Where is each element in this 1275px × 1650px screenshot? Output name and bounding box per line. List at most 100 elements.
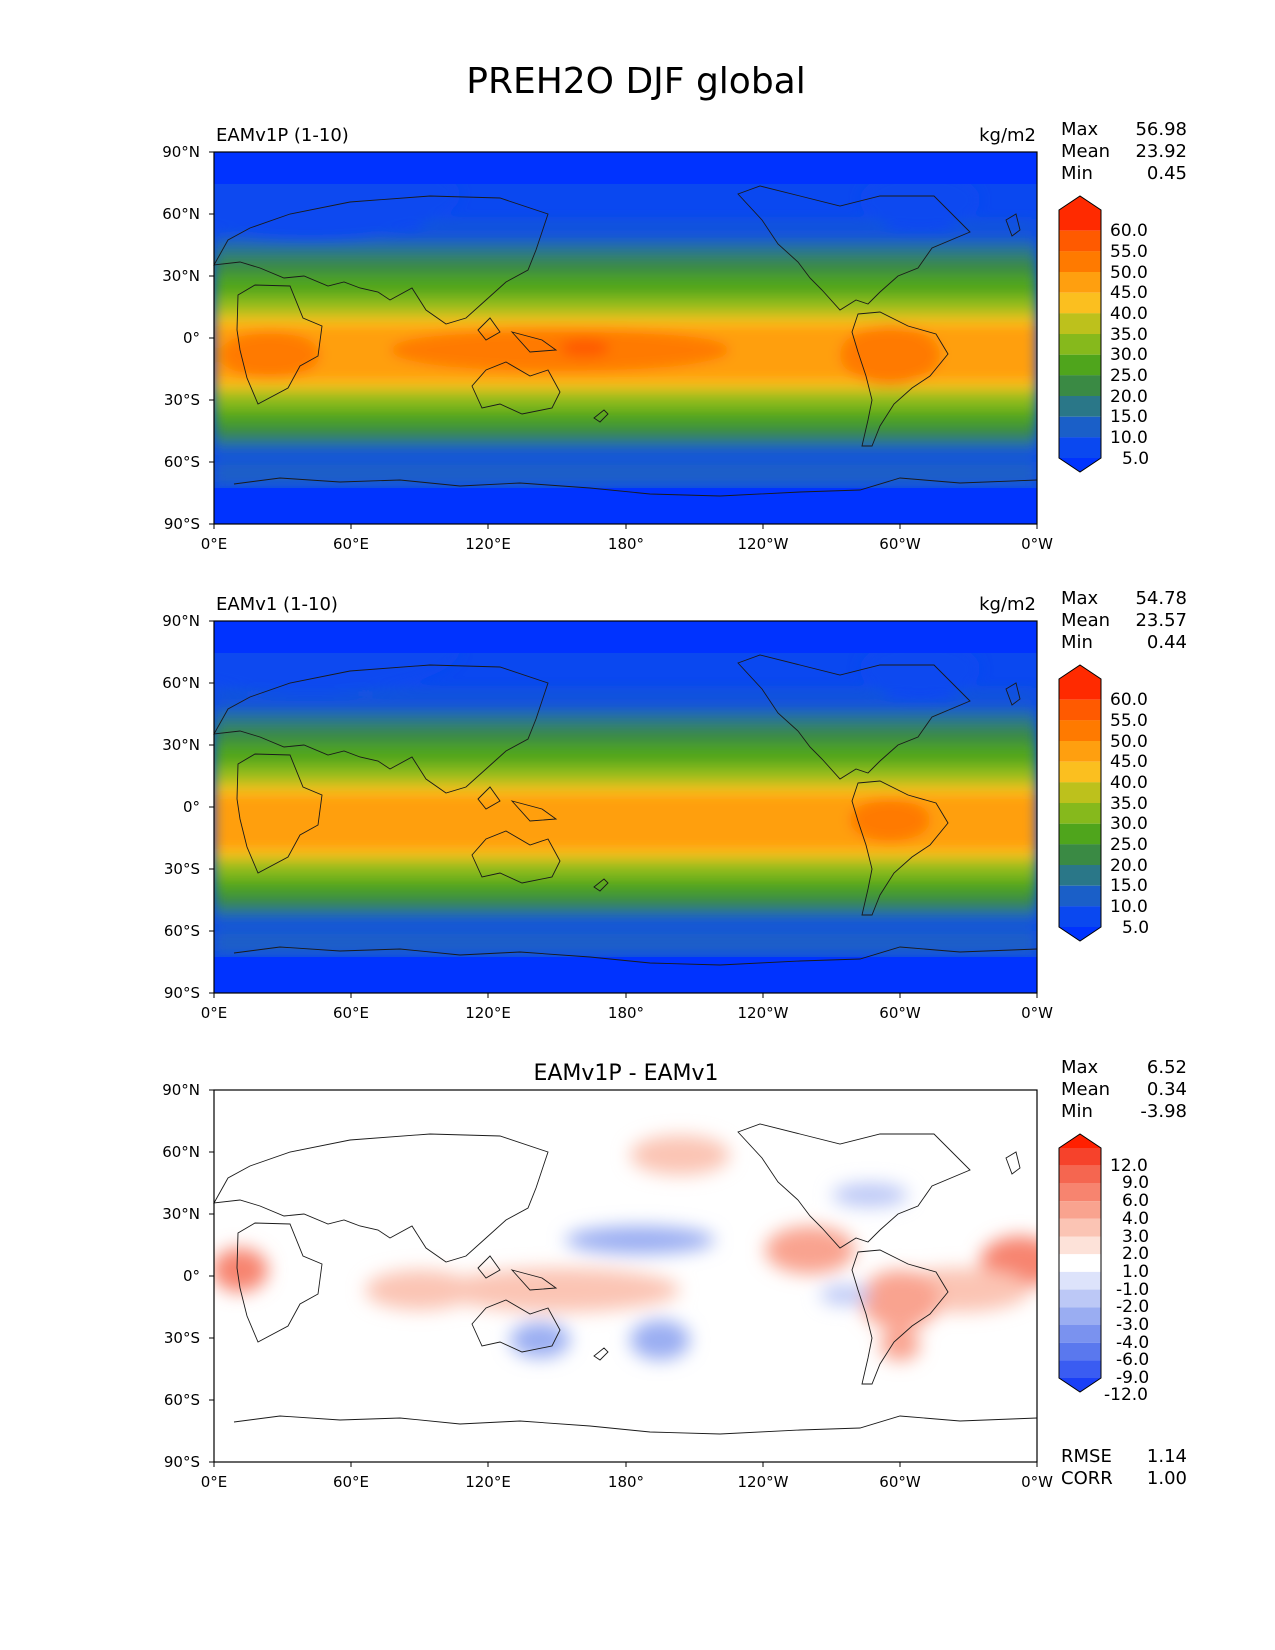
cb-seg-2	[1059, 741, 1101, 762]
cb-label: 10.0	[1110, 428, 1148, 448]
stat-label: Min	[1061, 163, 1093, 184]
cb-seg-3	[1059, 1360, 1101, 1379]
cb-seg-2	[1059, 823, 1101, 845]
cb-seg-3	[1059, 1378, 1101, 1392]
cb-label: 9.0	[1122, 1173, 1149, 1193]
cb-seg-1	[1059, 354, 1101, 376]
cb-label: -4.0	[1116, 1333, 1149, 1353]
stat-value: -3.98	[1140, 1101, 1187, 1122]
cb-label: 30.0	[1110, 814, 1148, 834]
panel-3-xtick: 180°	[608, 1473, 644, 1491]
panel-3-ytick: 60°S	[164, 1391, 200, 1409]
panel-1-yticks: 90°N 60°N 30°N 0° 30°S 60°S 90°S	[162, 143, 214, 533]
cb-seg-2	[1059, 761, 1101, 783]
cb-label: 15.0	[1110, 876, 1148, 896]
panel-3-field	[214, 1090, 1037, 1462]
stat-value: 6.52	[1147, 1057, 1187, 1078]
cb-seg-3	[1059, 1165, 1101, 1184]
cb-seg-1	[1059, 375, 1101, 396]
stat-label: RMSE	[1061, 1446, 1112, 1467]
stat-label: Min	[1061, 632, 1093, 653]
cb-seg-2	[1059, 665, 1101, 679]
panel-2-stats: Max 54.78 Mean 23.57 Min 0.44	[1061, 588, 1187, 653]
stat-label: Max	[1061, 588, 1099, 609]
panel-1-xtick: 120°E	[465, 535, 511, 553]
figure-title: PREH2O DJF global	[466, 61, 806, 102]
panel-2-coastlines	[213, 654, 1038, 966]
cb-label: 25.0	[1110, 835, 1148, 855]
cb-outline-1	[1058, 195, 1102, 473]
cb-label: 55.0	[1110, 711, 1148, 731]
cb-label: 1.0	[1122, 1262, 1149, 1282]
stat-label: CORR	[1061, 1468, 1113, 1489]
cb-seg-3	[1059, 1325, 1101, 1343]
panel-1-stats: Max 56.98 Mean 23.92 Min 0.45	[1061, 119, 1187, 184]
panel-3-ytick: 0°	[183, 1267, 200, 1285]
cb-seg-1	[1059, 396, 1101, 417]
panel-3-xtick: 60°W	[879, 1473, 921, 1491]
panel-1-field	[214, 152, 1037, 524]
cb-label: 6.0	[1122, 1191, 1149, 1211]
cb-seg-3	[1059, 1307, 1101, 1325]
panel-3-ytick: 30°S	[164, 1329, 200, 1347]
panel-2-ytick: 60°S	[164, 922, 200, 940]
cb-label: 50.0	[1110, 263, 1148, 283]
cb-label: -2.0	[1116, 1297, 1149, 1317]
cb-seg-2	[1059, 720, 1101, 741]
cb-label: 40.0	[1110, 304, 1148, 324]
cb-seg-1	[1059, 210, 1101, 231]
cb-seg-3	[1059, 1201, 1101, 1219]
panel-2-xtick: 120°E	[465, 1004, 511, 1022]
cb-label: 35.0	[1110, 794, 1148, 814]
cb-seg-3	[1059, 1289, 1101, 1308]
cb-label: 20.0	[1110, 387, 1148, 407]
cb-label: 30.0	[1110, 345, 1148, 365]
stat-label: Max	[1061, 1057, 1099, 1078]
cb-seg-3	[1059, 1148, 1101, 1166]
panel-2-xticks: 0°E 60°E 120°E 180° 120°W 60°W 0°W	[201, 993, 1053, 1022]
panel-2-colorbar: 60.0 55.0 50.0 45.0 40.0 35.0 30.0 25.0 …	[1058, 664, 1149, 942]
stat-label: Mean	[1061, 1079, 1110, 1100]
stat-value: 23.57	[1135, 610, 1187, 631]
stat-label: Mean	[1061, 141, 1110, 162]
cb-seg-1	[1059, 458, 1101, 472]
cb-label: 40.0	[1110, 773, 1148, 793]
stat-value: 54.78	[1135, 588, 1187, 609]
cb-seg-3	[1059, 1342, 1101, 1361]
panel-1-ytick: 60°S	[164, 453, 200, 471]
cb-seg-3	[1059, 1271, 1101, 1290]
cb-seg-1	[1059, 230, 1101, 252]
panel-1-xtick: 0°E	[201, 535, 228, 553]
cb-seg-2	[1059, 865, 1101, 886]
panel-2-ytick: 30°N	[162, 736, 200, 754]
cb-label: 4.0	[1122, 1209, 1149, 1229]
cb-seg-2	[1059, 927, 1101, 941]
panel-3: EAMv1P - EAMv1	[162, 1057, 1187, 1491]
panel-2-xtick: 60°E	[333, 1004, 369, 1022]
stat-value: 0.34	[1147, 1079, 1187, 1100]
panel-1-xticks: 0°E 60°E 120°E 180° 120°W 60°W 0°W	[201, 524, 1053, 553]
panel-2-xtick: 120°W	[738, 1004, 789, 1022]
cb-seg-1	[1059, 313, 1101, 334]
panel-3-xticks: 0°E 60°E 120°E 180° 120°W 60°W 0°W	[201, 1462, 1053, 1491]
panel-3-ytick: 90°N	[162, 1081, 200, 1099]
cb-label: -3.0	[1116, 1315, 1149, 1335]
cb-seg-1	[1059, 251, 1101, 272]
panel-3-coastlines	[213, 1123, 1038, 1435]
panel-3-xtick: 0°W	[1021, 1473, 1053, 1491]
cb-label: 20.0	[1110, 856, 1148, 876]
panel-1-title: EAMv1P (1-10)	[216, 125, 349, 146]
panel-2-units: kg/m2	[979, 594, 1036, 615]
panel-3-colorbar: 12.0 9.0 6.0 4.0 3.0 2.0 1.0 -1.0 -2.0 -…	[1058, 1133, 1149, 1405]
panel-1-ytick: 30°N	[162, 267, 200, 285]
panel-1-xtick: 60°W	[879, 535, 921, 553]
stat-label: Max	[1061, 119, 1099, 140]
panel-1-ytick: 0°	[183, 329, 200, 347]
stat-label: Mean	[1061, 610, 1110, 631]
panel-3-yticks: 90°N 60°N 30°N 0° 30°S 60°S 90°S	[162, 1081, 214, 1471]
cb-label: 25.0	[1110, 366, 1148, 386]
cb-seg-3	[1059, 1218, 1101, 1237]
panel-3-xtick: 60°E	[333, 1473, 369, 1491]
panel-1-units: kg/m2	[979, 125, 1036, 146]
